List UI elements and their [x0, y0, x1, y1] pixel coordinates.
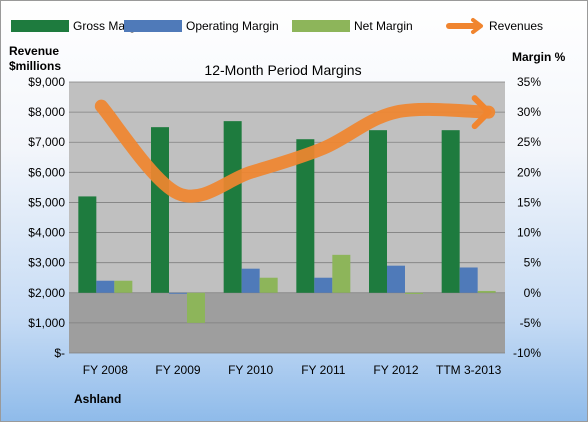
legend-label: Operating Margin [186, 19, 279, 33]
legend-swatch-operating-margin [124, 20, 182, 32]
right-tick-label: 35% [517, 75, 541, 89]
bar-operating-margin [387, 265, 405, 293]
bar-operating-margin [241, 268, 260, 293]
company-label: Ashland [74, 392, 121, 406]
right-tick-label: 0% [524, 286, 542, 300]
bar-net-margin [477, 290, 496, 293]
right-tick-label: 15% [517, 195, 541, 209]
left-tick-label: $6,000 [28, 165, 65, 179]
revenue-line [94, 99, 496, 203]
bar-operating-margin [96, 280, 115, 293]
right-tick-label: 30% [517, 105, 541, 119]
revenue-arrowhead [471, 95, 492, 130]
legend-label: Revenues [489, 19, 543, 33]
left-tick-label: $9,000 [28, 75, 65, 89]
chart-title: 12-Month Period Margins [204, 62, 361, 78]
left-tick-label: $2,000 [28, 286, 65, 300]
bar-operating-margin [459, 267, 478, 293]
right-tick-label: 5% [524, 256, 542, 270]
left-tick-label: $- [54, 346, 65, 360]
bar-net-margin [187, 292, 205, 323]
left-tick-label: $7,000 [28, 135, 65, 149]
left-tick-label: $4,000 [28, 226, 65, 240]
category-label: FY 2012 [373, 363, 418, 377]
bar-gross-margin [441, 130, 460, 293]
legend-label: Net Margin [354, 19, 413, 33]
left-axis-label-line1: Revenue [9, 44, 59, 58]
legend-swatch-gross-margin [11, 20, 69, 32]
bar-operating-margin [314, 277, 333, 293]
category-label: FY 2011 [301, 363, 346, 377]
category-label: TTM 3-2013 [436, 363, 502, 377]
left-tick-label: $1,000 [28, 316, 65, 330]
legend-swatch-net-margin [292, 20, 350, 32]
category-label: FY 2010 [228, 363, 273, 377]
bar-net-margin [332, 254, 351, 293]
left-tick-label: $8,000 [28, 105, 65, 119]
bar-gross-margin [78, 196, 97, 293]
bar-gross-margin [151, 127, 169, 293]
right-tick-label: 20% [517, 165, 541, 179]
right-tick-label: 25% [517, 135, 541, 149]
bar-net-margin [114, 280, 133, 293]
bar-gross-margin [296, 139, 315, 293]
category-label: FY 2008 [83, 363, 128, 377]
category-label: FY 2009 [155, 363, 200, 377]
right-tick-label: -10% [513, 346, 541, 360]
bar-gross-margin [369, 130, 387, 293]
bar-operating-margin [169, 292, 187, 294]
bar-gross-margin [223, 121, 242, 293]
legend-arrow-revenues [471, 18, 483, 34]
left-tick-label: $3,000 [28, 256, 65, 270]
bar-net-margin [405, 292, 423, 294]
plot-area [69, 82, 505, 293]
left-axis-label-line2: $millions [9, 59, 61, 73]
right-axis-label: Margin % [512, 50, 566, 64]
right-tick-label: -5% [520, 316, 542, 330]
right-tick-label: 10% [517, 226, 541, 240]
bar-net-margin [259, 277, 278, 293]
left-tick-label: $5,000 [28, 195, 65, 209]
